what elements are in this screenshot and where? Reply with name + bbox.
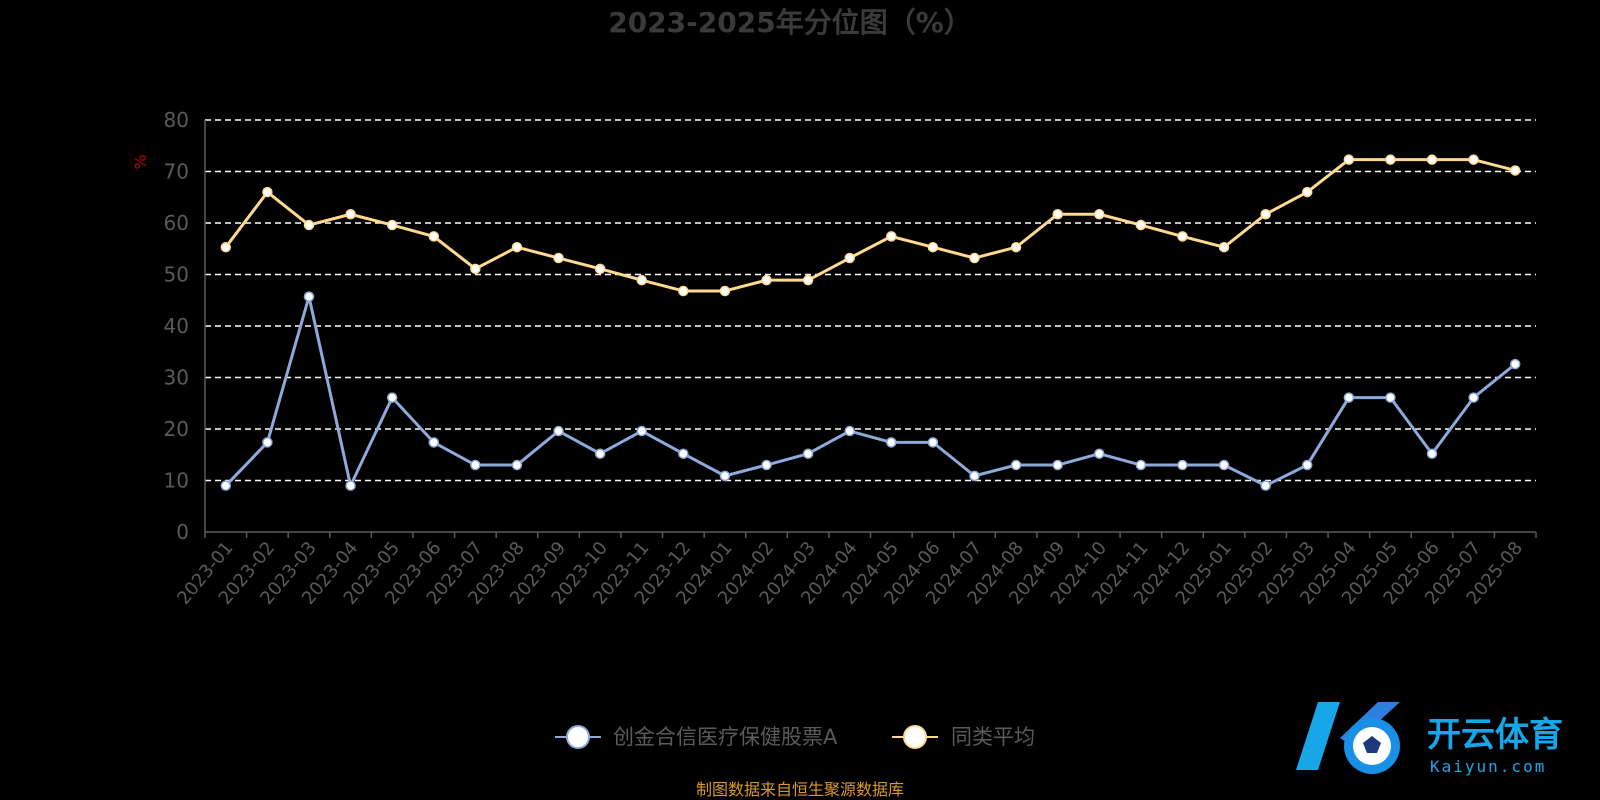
data-point[interactable]: [1177, 459, 1188, 471]
data-point[interactable]: [386, 392, 398, 403]
data-point[interactable]: [802, 274, 814, 286]
y-tick-label: 40: [164, 314, 189, 338]
data-point[interactable]: [1177, 231, 1188, 242]
series-line-1: [224, 158, 1516, 293]
data-point[interactable]: [345, 208, 356, 220]
watermark-cn: 开云体育: [1427, 715, 1563, 755]
data-point[interactable]: [969, 470, 980, 482]
data-point[interactable]: [1426, 154, 1438, 165]
data-point[interactable]: [844, 252, 855, 264]
data-point[interactable]: [470, 263, 481, 275]
data-point[interactable]: [844, 425, 855, 437]
data-point[interactable]: [303, 219, 315, 231]
chart-title: 2023-2025年分位图（%）: [608, 6, 972, 39]
data-point[interactable]: [761, 274, 772, 286]
grid: [205, 119, 1536, 482]
data-point[interactable]: [1385, 392, 1396, 403]
data-point[interactable]: [1385, 154, 1396, 165]
data-point[interactable]: [886, 231, 897, 242]
data-point[interactable]: [553, 252, 564, 264]
data-point[interactable]: [1010, 241, 1022, 253]
y-tick-label: 10: [164, 469, 189, 493]
data-point[interactable]: [511, 459, 523, 471]
data-point[interactable]: [386, 219, 398, 231]
legend-marker-peer-avg: [903, 725, 927, 749]
data-point[interactable]: [1468, 154, 1479, 165]
y-tick-label: 30: [164, 366, 189, 390]
data-point[interactable]: [1218, 241, 1230, 253]
legend[interactable]: 创金合信医疗保健股票A 同类平均: [555, 725, 1035, 749]
data-point[interactable]: [1218, 459, 1230, 471]
data-point[interactable]: [1301, 186, 1313, 198]
data-point[interactable]: [220, 241, 232, 253]
legend-item-fund[interactable]: 创金合信医疗保健股票A: [555, 725, 838, 749]
data-point[interactable]: [428, 437, 440, 448]
data-point[interactable]: [1094, 448, 1105, 459]
data-point[interactable]: [1343, 392, 1355, 403]
data-point[interactable]: [262, 186, 273, 198]
data-point[interactable]: [1052, 208, 1063, 220]
data-point[interactable]: [594, 263, 606, 275]
data-point[interactable]: [1135, 459, 1147, 471]
data-point[interactable]: [1301, 459, 1313, 471]
legend-marker-fund: [566, 725, 590, 749]
data-point[interactable]: [1468, 392, 1479, 403]
legend-label-fund: 创金合信医疗保健股票A: [613, 725, 838, 749]
source-note: 制图数据来自恒生聚源数据库: [696, 780, 904, 799]
logo-k-stem: [1296, 702, 1340, 770]
data-point[interactable]: [1135, 219, 1147, 231]
data-point[interactable]: [303, 291, 315, 302]
data-point[interactable]: [1343, 154, 1355, 165]
y-tick-label: 80: [164, 108, 189, 132]
data-point[interactable]: [428, 231, 440, 242]
data-point[interactable]: [1426, 448, 1438, 459]
data-point[interactable]: [262, 437, 273, 448]
data-point[interactable]: [1260, 208, 1271, 220]
data-point[interactable]: [636, 274, 647, 286]
series-line-0: [224, 295, 1517, 488]
data-point[interactable]: [886, 437, 897, 448]
y-tick-label: 0: [176, 520, 189, 544]
data-point[interactable]: [1509, 165, 1521, 176]
data-point[interactable]: [927, 241, 939, 253]
data-point[interactable]: [761, 459, 772, 471]
data-point[interactable]: [1010, 459, 1022, 471]
data-point[interactable]: [1094, 208, 1105, 220]
data-point[interactable]: [1509, 358, 1521, 370]
data-point[interactable]: [594, 448, 606, 459]
data-point[interactable]: [470, 459, 481, 471]
axes: 010203040506070802023-012023-022023-0320…: [164, 108, 1537, 609]
y-tick-label: 20: [164, 417, 189, 441]
y-tick-label: 60: [164, 211, 189, 235]
y-axis-unit: %: [131, 154, 150, 169]
data-point[interactable]: [553, 425, 564, 437]
watermark-logo: 开云体育 Kaiyun.com: [1296, 702, 1563, 776]
data-point[interactable]: [719, 285, 731, 297]
data-point[interactable]: [802, 448, 814, 459]
data-point[interactable]: [969, 252, 980, 264]
series-layer: [220, 154, 1521, 491]
data-point[interactable]: [636, 425, 647, 437]
data-point[interactable]: [719, 470, 731, 482]
y-tick-label: 70: [164, 160, 189, 184]
watermark-en: Kaiyun.com: [1430, 757, 1546, 776]
data-point[interactable]: [220, 480, 232, 491]
data-point[interactable]: [1260, 480, 1271, 491]
data-point[interactable]: [678, 448, 689, 459]
data-point[interactable]: [345, 480, 356, 491]
data-point[interactable]: [678, 285, 689, 297]
data-point[interactable]: [1052, 459, 1063, 471]
data-point[interactable]: [927, 437, 939, 448]
y-tick-label: 50: [164, 263, 189, 287]
legend-item-peer-avg[interactable]: 同类平均: [892, 725, 1035, 749]
data-point[interactable]: [511, 241, 523, 253]
legend-label-peer-avg: 同类平均: [951, 725, 1035, 749]
